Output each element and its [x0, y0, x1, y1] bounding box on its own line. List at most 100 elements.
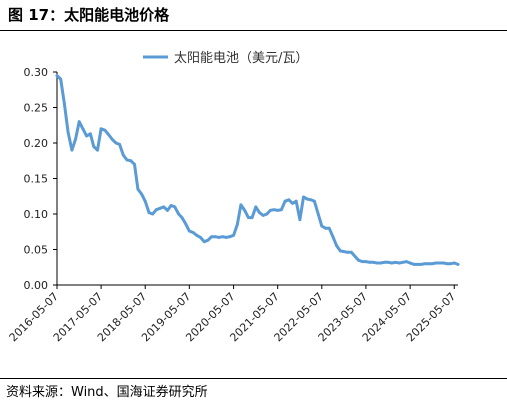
- data-point: [195, 233, 199, 237]
- data-point: [199, 236, 202, 239]
- data-point: [177, 212, 181, 216]
- data-point: [59, 77, 63, 81]
- data-point: [66, 130, 70, 134]
- data-point: [151, 212, 155, 216]
- data-point: [287, 198, 291, 202]
- data-point: [265, 212, 269, 216]
- axes: [56, 72, 458, 286]
- data-point: [442, 261, 445, 265]
- data-point: [136, 187, 140, 191]
- data-point: [386, 260, 390, 264]
- data-point: [272, 208, 276, 212]
- data-point: [394, 260, 397, 264]
- data-point: [77, 120, 81, 124]
- data-point: [158, 206, 162, 210]
- title-rule: [0, 30, 507, 31]
- data-point: [180, 216, 184, 220]
- data-point: [258, 211, 261, 215]
- data-point: [118, 143, 121, 146]
- data-point: [368, 260, 372, 264]
- y-tick-label: 0.15: [24, 173, 49, 186]
- data-point: [357, 258, 360, 262]
- data-point: [114, 141, 118, 145]
- legend-label: 太阳能电池（美元/瓦）: [174, 51, 308, 66]
- data-point: [375, 261, 379, 265]
- data-point: [456, 263, 460, 266]
- data-point: [247, 216, 250, 220]
- source-rule: [0, 378, 507, 379]
- data-point: [408, 261, 412, 265]
- data-point: [320, 224, 324, 228]
- data-point: [276, 209, 280, 212]
- data-point: [383, 260, 386, 264]
- data-point: [401, 260, 405, 264]
- data-point: [331, 235, 335, 239]
- x-axis-ticks: 2016-05-072017-05-072018-05-072019-05-07…: [7, 285, 458, 344]
- data-point: [169, 204, 173, 207]
- data-point: [342, 250, 346, 254]
- data-point: [187, 229, 191, 233]
- data-point: [313, 199, 316, 203]
- data-point: [55, 74, 59, 77]
- data-point: [235, 223, 239, 227]
- data-point: [390, 261, 394, 265]
- data-point: [154, 208, 158, 212]
- data-point: [283, 199, 287, 203]
- data-point: [434, 261, 438, 265]
- data-point: [302, 195, 305, 199]
- data-point: [239, 203, 243, 207]
- figure-title: 图 17：太阳能电池价格: [8, 6, 170, 24]
- y-tick-label: 0.00: [24, 279, 49, 292]
- data-point: [327, 226, 331, 230]
- data-point: [143, 199, 147, 203]
- y-tick-label: 0.30: [24, 66, 49, 79]
- data-point: [184, 222, 188, 226]
- source-note: 资料来源：Wind、国海证券研究所: [6, 385, 208, 400]
- data-point: [416, 263, 419, 266]
- data-point: [338, 249, 342, 253]
- data-point: [353, 255, 357, 258]
- data-point: [162, 205, 166, 209]
- data-point: [412, 263, 416, 266]
- data-point: [63, 102, 66, 106]
- data-point: [81, 127, 85, 131]
- data-point: [129, 159, 133, 163]
- data-point: [280, 208, 283, 212]
- y-tick-label: 0.20: [24, 137, 49, 150]
- data-point: [291, 201, 294, 205]
- data-point: [107, 133, 110, 136]
- data-point: [360, 260, 364, 263]
- data-point: [427, 262, 430, 266]
- data-point: [140, 192, 144, 196]
- y-tick-label: 0.05: [24, 244, 49, 257]
- data-point: [371, 260, 375, 264]
- data-point: [350, 250, 353, 254]
- data-point: [166, 209, 169, 212]
- series-line: [55, 74, 460, 266]
- data-point: [445, 262, 449, 266]
- data-point: [324, 226, 327, 230]
- data-point: [173, 205, 177, 209]
- data-point: [121, 153, 125, 157]
- data-point: [202, 240, 206, 244]
- data-point: [309, 198, 313, 202]
- data-point: [125, 158, 129, 162]
- data-point: [397, 261, 401, 265]
- data-point: [206, 238, 210, 242]
- data-point: [70, 148, 74, 152]
- y-tick-label: 0.25: [24, 102, 49, 115]
- data-point: [294, 199, 298, 203]
- data-point: [243, 209, 247, 212]
- data-point: [316, 212, 320, 216]
- data-point: [133, 162, 136, 166]
- data-point: [89, 132, 92, 136]
- data-point: [364, 260, 368, 263]
- data-point: [85, 134, 88, 138]
- data-point: [405, 260, 408, 263]
- data-point: [224, 236, 228, 239]
- data-point: [423, 262, 427, 266]
- solar-cell-price-chart: 太阳能电池（美元/瓦） 0.00 0.05 0.10 0.15 0.20 0.25 0.30…: [7, 51, 460, 344]
- data-point: [449, 262, 452, 266]
- data-point: [147, 211, 151, 215]
- data-point: [96, 148, 99, 152]
